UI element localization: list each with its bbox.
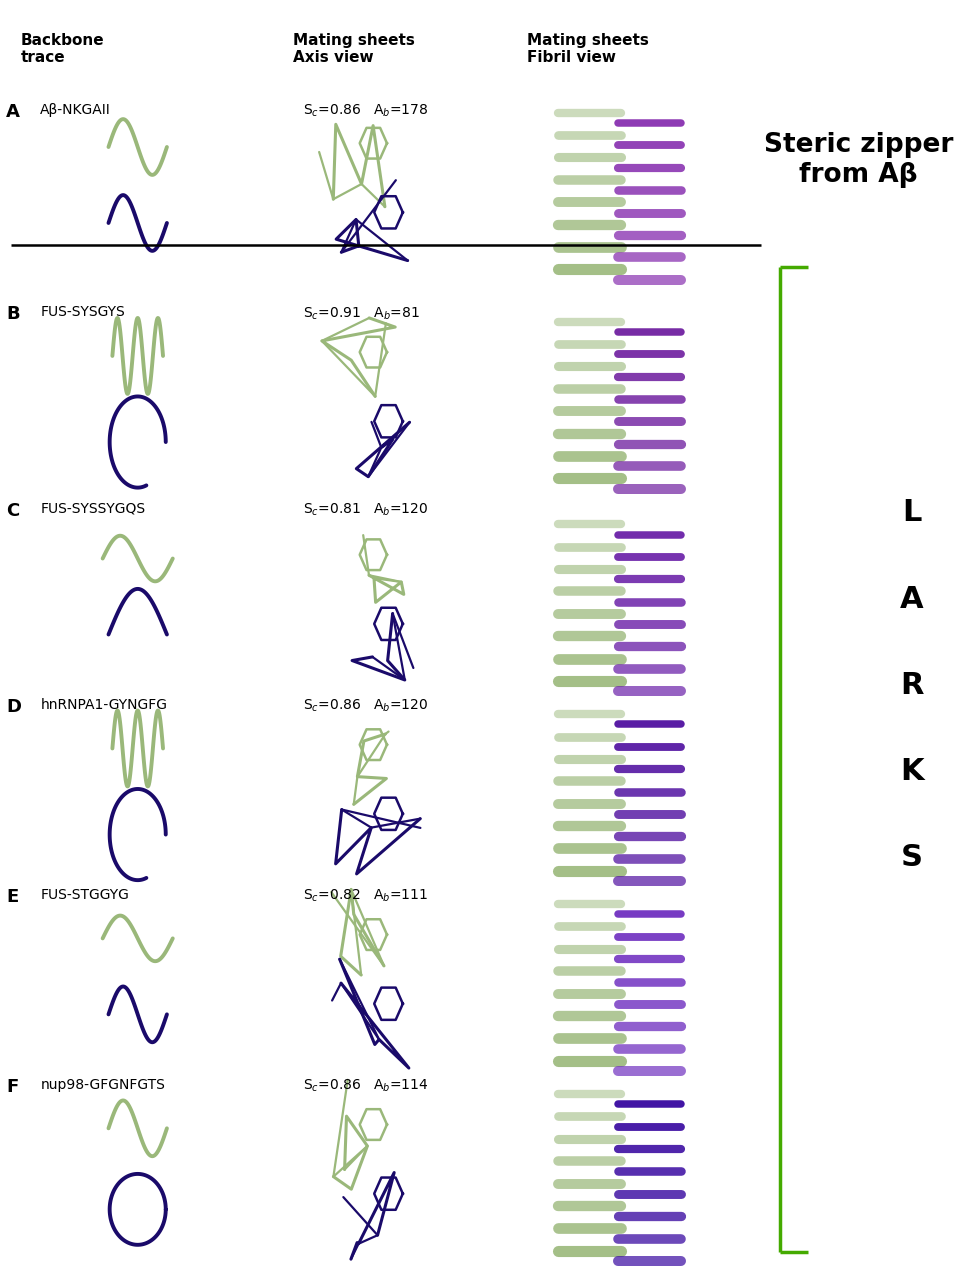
Text: FUS-SYSSYGQS: FUS-SYSSYGQS bbox=[40, 501, 145, 515]
Text: S$_c$=0.91   A$_b$=81: S$_c$=0.91 A$_b$=81 bbox=[303, 306, 420, 321]
Text: S$_c$=0.86   A$_b$=120: S$_c$=0.86 A$_b$=120 bbox=[303, 698, 428, 714]
Text: nup98-GFGNFGTS: nup98-GFGNFGTS bbox=[40, 1077, 166, 1091]
Text: E: E bbox=[6, 888, 19, 906]
Text: A: A bbox=[900, 585, 923, 613]
Text: FUS-STGGYG: FUS-STGGYG bbox=[40, 888, 129, 902]
Text: A: A bbox=[6, 103, 21, 121]
Text: S$_c$=0.82   A$_b$=111: S$_c$=0.82 A$_b$=111 bbox=[303, 888, 428, 904]
Text: Backbone
trace: Backbone trace bbox=[21, 33, 105, 66]
Text: C: C bbox=[6, 501, 20, 519]
Text: hnRNPA1-GYNGFG: hnRNPA1-GYNGFG bbox=[40, 698, 168, 712]
Text: D: D bbox=[6, 698, 22, 716]
Text: S$_c$=0.81   A$_b$=120: S$_c$=0.81 A$_b$=120 bbox=[303, 501, 428, 518]
Text: S$_c$=0.86   A$_b$=114: S$_c$=0.86 A$_b$=114 bbox=[303, 1077, 429, 1094]
Text: Aβ-NKGAII: Aβ-NKGAII bbox=[40, 103, 111, 117]
Text: B: B bbox=[6, 306, 20, 324]
Text: S: S bbox=[901, 843, 923, 872]
Text: L: L bbox=[902, 499, 921, 528]
Text: Mating sheets
Axis view: Mating sheets Axis view bbox=[293, 33, 416, 66]
Text: Mating sheets
Fibril view: Mating sheets Fibril view bbox=[527, 33, 649, 66]
Text: S$_c$=0.86   A$_b$=178: S$_c$=0.86 A$_b$=178 bbox=[303, 103, 428, 119]
Text: FUS-SYSGYS: FUS-SYSGYS bbox=[40, 306, 125, 320]
Text: K: K bbox=[900, 756, 923, 786]
Text: Steric zipper
from Aβ: Steric zipper from Aβ bbox=[763, 132, 953, 188]
Text: R: R bbox=[900, 670, 923, 699]
Text: F: F bbox=[6, 1077, 19, 1095]
